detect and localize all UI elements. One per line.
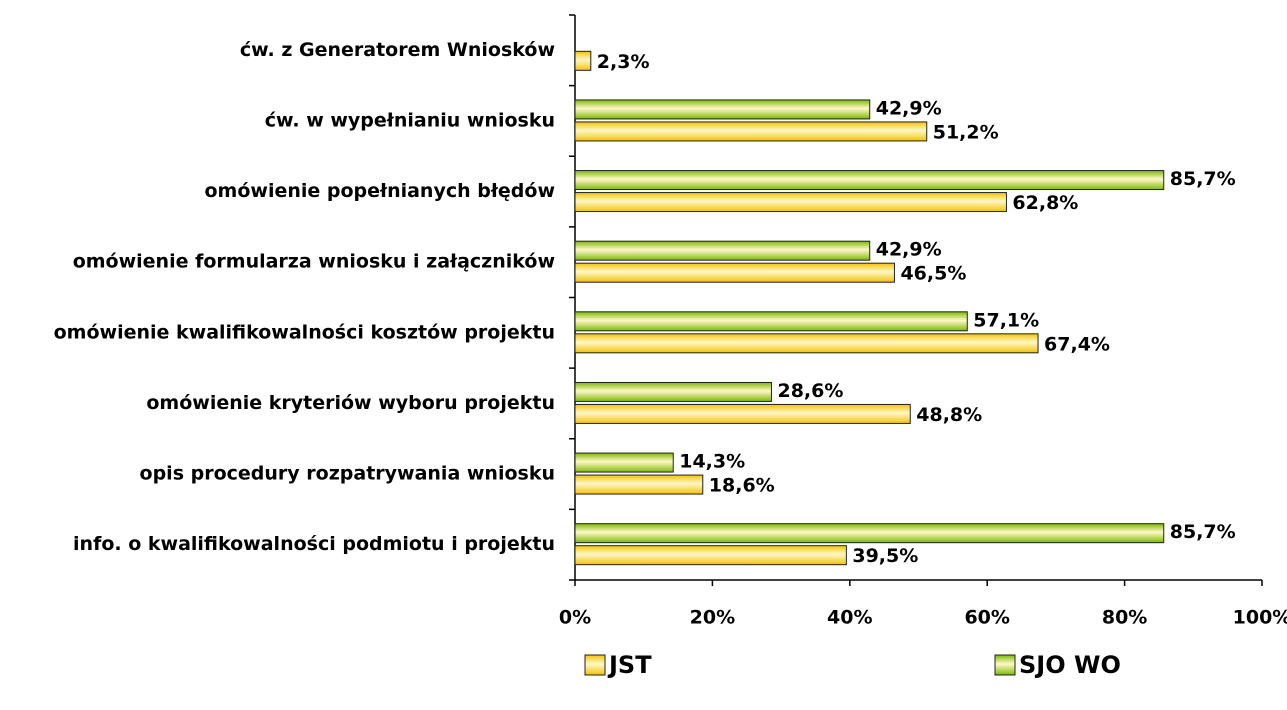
value-label: 39,5%: [852, 545, 918, 567]
y-tick-label: omówienie popełnianych błędów: [204, 180, 555, 202]
bar: [574, 545, 847, 566]
bar: [574, 99, 871, 120]
bar: [574, 381, 772, 402]
value-label: 48,8%: [916, 404, 982, 426]
y-tick-label: info. o kwalifikowalności podmiotu i pro…: [73, 533, 555, 555]
y-tick-label: omówienie kryteriów wyboru projektu: [146, 392, 555, 414]
x-tick-label: 0%: [559, 607, 591, 629]
legend-swatch: [994, 654, 1016, 676]
y-tick-label: ćw. w wypełnianiu wniosku: [265, 109, 555, 131]
y-tick-label: omówienie kwalifikowalności kosztów proj…: [54, 321, 555, 343]
value-label: 28,6%: [777, 380, 843, 402]
bar: [574, 170, 1165, 191]
x-tick-label: 60%: [964, 607, 1009, 629]
x-tick-label: 100%: [1233, 607, 1287, 629]
value-label: 42,9%: [876, 239, 942, 261]
value-label: 14,3%: [679, 451, 745, 473]
bar: [574, 240, 871, 261]
bar: [574, 192, 1007, 213]
x-tick-label: 40%: [827, 607, 872, 629]
value-label: 85,7%: [1170, 521, 1236, 543]
value-label: 2,3%: [597, 51, 650, 73]
bar: [574, 121, 928, 142]
value-label: 62,8%: [1012, 192, 1078, 214]
value-label: 46,5%: [900, 263, 966, 285]
x-tick-label: 80%: [1102, 607, 1147, 629]
bar: [574, 333, 1039, 354]
value-label: 85,7%: [1170, 168, 1236, 190]
y-tick-label: omówienie formularza wniosku i załącznik…: [73, 251, 555, 273]
bar: [574, 50, 592, 71]
bar: [574, 474, 704, 495]
legend-swatch: [584, 654, 606, 676]
bar: [574, 523, 1165, 544]
y-tick-label: opis procedury rozpatrywania wniosku: [140, 463, 555, 485]
bar: [574, 262, 895, 283]
value-label: 51,2%: [933, 121, 999, 143]
legend-label: SJO WO: [1019, 651, 1121, 679]
value-label: 67,4%: [1044, 333, 1110, 355]
bar: [574, 452, 674, 473]
legend-label: JST: [607, 651, 652, 679]
bar: [574, 403, 911, 424]
value-label: 57,1%: [973, 309, 1039, 331]
bar: [574, 311, 968, 332]
value-label: 18,6%: [709, 475, 775, 497]
y-tick-label: ćw. z Generatorem Wniosków: [240, 39, 555, 61]
x-tick-label: 20%: [690, 607, 735, 629]
value-label: 42,9%: [876, 97, 942, 119]
